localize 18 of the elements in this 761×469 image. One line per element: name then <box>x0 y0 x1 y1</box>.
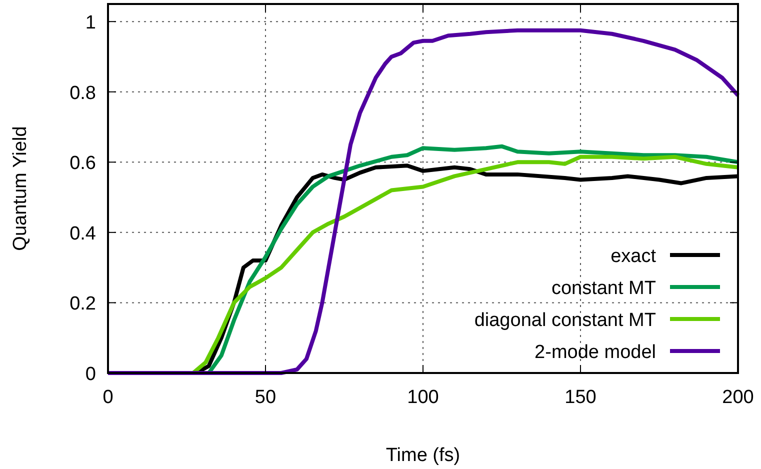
legend-label: diagonal constant MT <box>474 310 656 331</box>
legend-label: exact <box>610 246 657 267</box>
y-tick-label: 0.2 <box>70 294 96 315</box>
y-axis-title: Quantum Yield <box>10 126 31 251</box>
x-tick-label: 150 <box>564 387 596 408</box>
line-series <box>106 28 740 375</box>
y-tick-label: 1 <box>85 12 96 34</box>
y-tick-label: 0.8 <box>70 82 96 104</box>
x-tick-label: 0 <box>102 387 114 408</box>
y-tick-label: 0 <box>85 364 96 385</box>
x-axis-title: Time (fs) <box>386 445 460 466</box>
y-tick-label: 0.4 <box>70 223 96 244</box>
x-tick-label: 200 <box>722 387 754 408</box>
legend-label: 2-mode model <box>534 342 656 363</box>
x-tick-label: 50 <box>254 387 276 408</box>
x-tick-label: 100 <box>407 387 439 408</box>
y-tick-label: 0.6 <box>70 153 96 174</box>
legend-label: constant MT <box>551 278 656 299</box>
